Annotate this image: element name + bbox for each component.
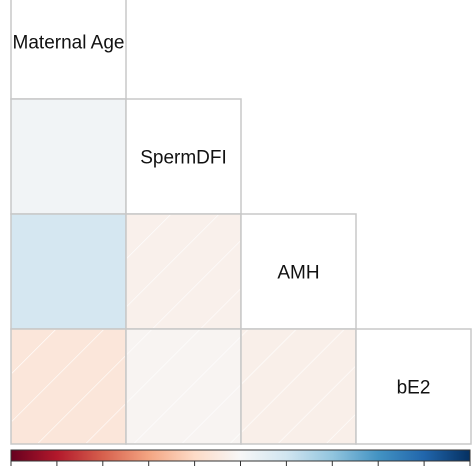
diagonal-cell-0: [10, 0, 127, 100]
variable-label-2: AMH: [277, 263, 319, 284]
variable-labels: Maternal Age SpermDFI AMH bE2: [13, 33, 431, 399]
hatch-overlay-3-2: [242, 330, 355, 443]
hatch-overlay-3-0: [12, 330, 125, 443]
variable-label-1: SpermDFI: [140, 148, 227, 169]
hatch-overlay-2-1: [127, 215, 240, 328]
heatmap-cell-2-0: [10, 213, 127, 330]
diagonal-cell-3: [355, 328, 472, 445]
hatch-overlay-3-1: [127, 330, 240, 443]
colorbar-gradient: [10, 449, 471, 462]
colorbar: [10, 449, 471, 466]
heatmap-cells: [10, 0, 472, 445]
variable-label-3: bE2: [397, 378, 431, 399]
heatmap-cell-1-0: [10, 98, 127, 215]
diagonal-cell-2: [240, 213, 357, 330]
variable-label-0: Maternal Age: [13, 33, 125, 54]
